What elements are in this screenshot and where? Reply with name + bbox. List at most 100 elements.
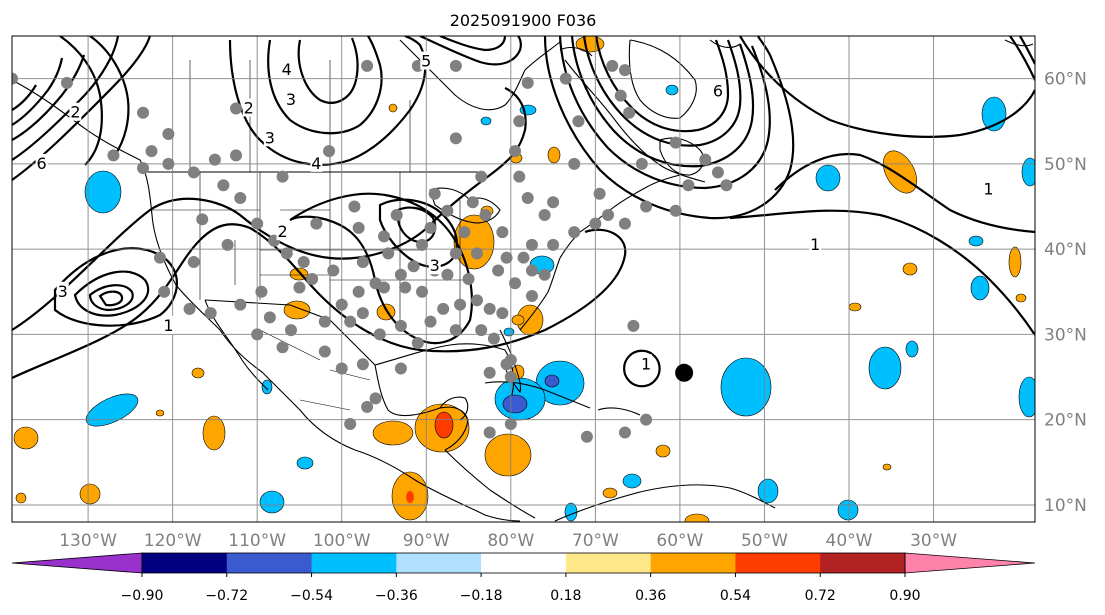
- station-dot: [378, 230, 390, 243]
- lon-tick-label: 110°W: [228, 531, 286, 551]
- lat-tick-label: 30°N: [1044, 325, 1087, 345]
- closed-contour-ring: [623, 349, 661, 388]
- station-dot: [504, 354, 517, 366]
- contour-label: 3: [430, 256, 440, 275]
- colorbar-tick-label: 0.54: [720, 588, 751, 604]
- contour-label-bg: [285, 89, 297, 108]
- shade-blob: [191, 367, 205, 379]
- shade-blob: [84, 170, 122, 214]
- lon-tick-label: 70°W: [572, 531, 619, 551]
- contour-label: 1: [810, 235, 820, 254]
- labrador-coast: [564, 59, 706, 183]
- station-dot: [276, 341, 289, 354]
- station-dot: [538, 268, 551, 281]
- station-dot: [162, 128, 175, 141]
- station-dot: [496, 226, 509, 239]
- station-dot: [462, 273, 475, 285]
- shade-blob: [502, 394, 528, 414]
- colorbar-segment: [735, 553, 821, 573]
- station-markers: [12, 59, 733, 443]
- station-dot: [352, 221, 365, 234]
- station-dot: [153, 251, 166, 264]
- shade-blob: [406, 491, 414, 503]
- shade-blob: [968, 235, 984, 247]
- station-dot: [547, 238, 560, 251]
- colorbar-segment: [481, 553, 567, 573]
- station-dot: [230, 102, 243, 115]
- station-dot: [559, 72, 572, 85]
- station-dot: [424, 221, 437, 234]
- station-dot: [449, 247, 462, 260]
- colorbar-segment: [820, 553, 906, 573]
- contour-label-bg: [56, 281, 69, 300]
- station-dot: [475, 170, 488, 183]
- station-dot: [525, 238, 538, 251]
- shade-blob: [155, 409, 165, 417]
- contour-west-high-3: [12, 54, 86, 141]
- contour-canada-low-4: [419, 36, 522, 66]
- shade-blob: [434, 411, 454, 439]
- colorbar-tick-label: 0.18: [550, 588, 581, 604]
- contour-label: 3: [58, 282, 68, 301]
- lon-tick-label: 60°W: [656, 531, 703, 551]
- contour-label-bg: [310, 153, 323, 172]
- contour-label-bg: [276, 222, 289, 241]
- cyclone-markers: [623, 349, 694, 388]
- station-dot: [399, 281, 412, 294]
- shade-blob: [13, 426, 39, 450]
- shade-blob: [602, 487, 618, 499]
- station-dot: [107, 149, 120, 162]
- contour-north-atlantic: [739, 36, 1035, 138]
- station-dot: [618, 64, 631, 77]
- shade-blob: [511, 314, 525, 326]
- station-dot: [589, 217, 602, 230]
- lon-tick-label: 120°W: [144, 531, 202, 551]
- station-dot: [513, 170, 526, 183]
- station-dot: [255, 285, 268, 298]
- station-dot: [234, 298, 247, 311]
- station-dot: [627, 319, 640, 332]
- contour-label: 3: [265, 128, 275, 147]
- station-dot: [204, 307, 217, 320]
- colorbar-tick-label: 0.36: [635, 588, 666, 604]
- contour-label: 4: [282, 60, 292, 79]
- shade-blob: [1008, 246, 1022, 278]
- contour-label: 1: [983, 179, 993, 198]
- station-dot: [458, 226, 471, 239]
- station-dot: [521, 76, 534, 89]
- contour-label-bg: [242, 98, 255, 117]
- station-dot: [12, 72, 18, 85]
- contour-label-bg: [162, 315, 175, 334]
- shade-blob: [622, 473, 642, 489]
- station-dot: [327, 264, 340, 277]
- contour-canada-low-2: [267, 36, 383, 135]
- station-dot: [635, 157, 648, 170]
- colorbar-segment: [142, 553, 228, 573]
- station-dot: [382, 247, 395, 260]
- contour-label-bg: [809, 234, 822, 253]
- station-dot: [538, 209, 551, 222]
- station-dot: [348, 200, 361, 213]
- colorbar-tick-label: −0.90: [121, 588, 164, 604]
- station-dot: [572, 115, 585, 128]
- contour-west-high-6: [59, 36, 103, 166]
- station-dot: [568, 226, 581, 239]
- station-dot: [137, 162, 150, 175]
- shade-blob: [905, 340, 919, 358]
- station-dot: [162, 157, 175, 170]
- shade-blob: [79, 483, 101, 505]
- station-dot: [276, 170, 289, 183]
- contour-label-bg: [640, 354, 653, 373]
- colorbar-extend-max: [904, 552, 1036, 574]
- shade-blob: [15, 492, 27, 504]
- station-dot: [475, 324, 488, 337]
- station-dot: [407, 260, 420, 273]
- station-dot: [369, 277, 382, 290]
- station-dot: [390, 209, 403, 222]
- station-dot: [699, 153, 712, 166]
- station-dot: [682, 179, 695, 192]
- shade-blob: [837, 499, 859, 521]
- shade-blob: [564, 502, 578, 522]
- contour-atlantic-low: [543, 36, 795, 220]
